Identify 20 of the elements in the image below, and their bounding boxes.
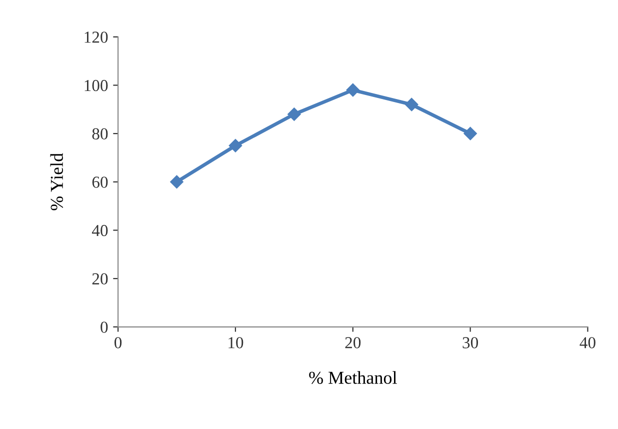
x-tick-label: 0 (114, 337, 122, 348)
point (464, 126, 477, 140)
x-tick-label: 10 (228, 337, 244, 348)
y-tick-label: 80 (92, 128, 108, 140)
x-tick-label: 30 (462, 337, 478, 348)
y-tick-label: 0 (100, 322, 108, 333)
point (170, 175, 184, 188)
y-tick-label: 100 (84, 80, 108, 92)
x-tick-label: 40 (580, 337, 596, 348)
point (346, 83, 360, 97)
x-tick-label: 20 (345, 337, 361, 348)
x-axis-title: % Methanol (309, 371, 397, 384)
y-tick-label: 120 (84, 32, 108, 43)
y-tick-label: 40 (92, 224, 108, 236)
y-tick-label: 20 (92, 273, 108, 285)
point (228, 139, 242, 152)
y-tick-label: 60 (92, 176, 108, 188)
point (288, 108, 301, 121)
point (405, 98, 418, 112)
y-axis-title: % Yield (50, 153, 64, 210)
